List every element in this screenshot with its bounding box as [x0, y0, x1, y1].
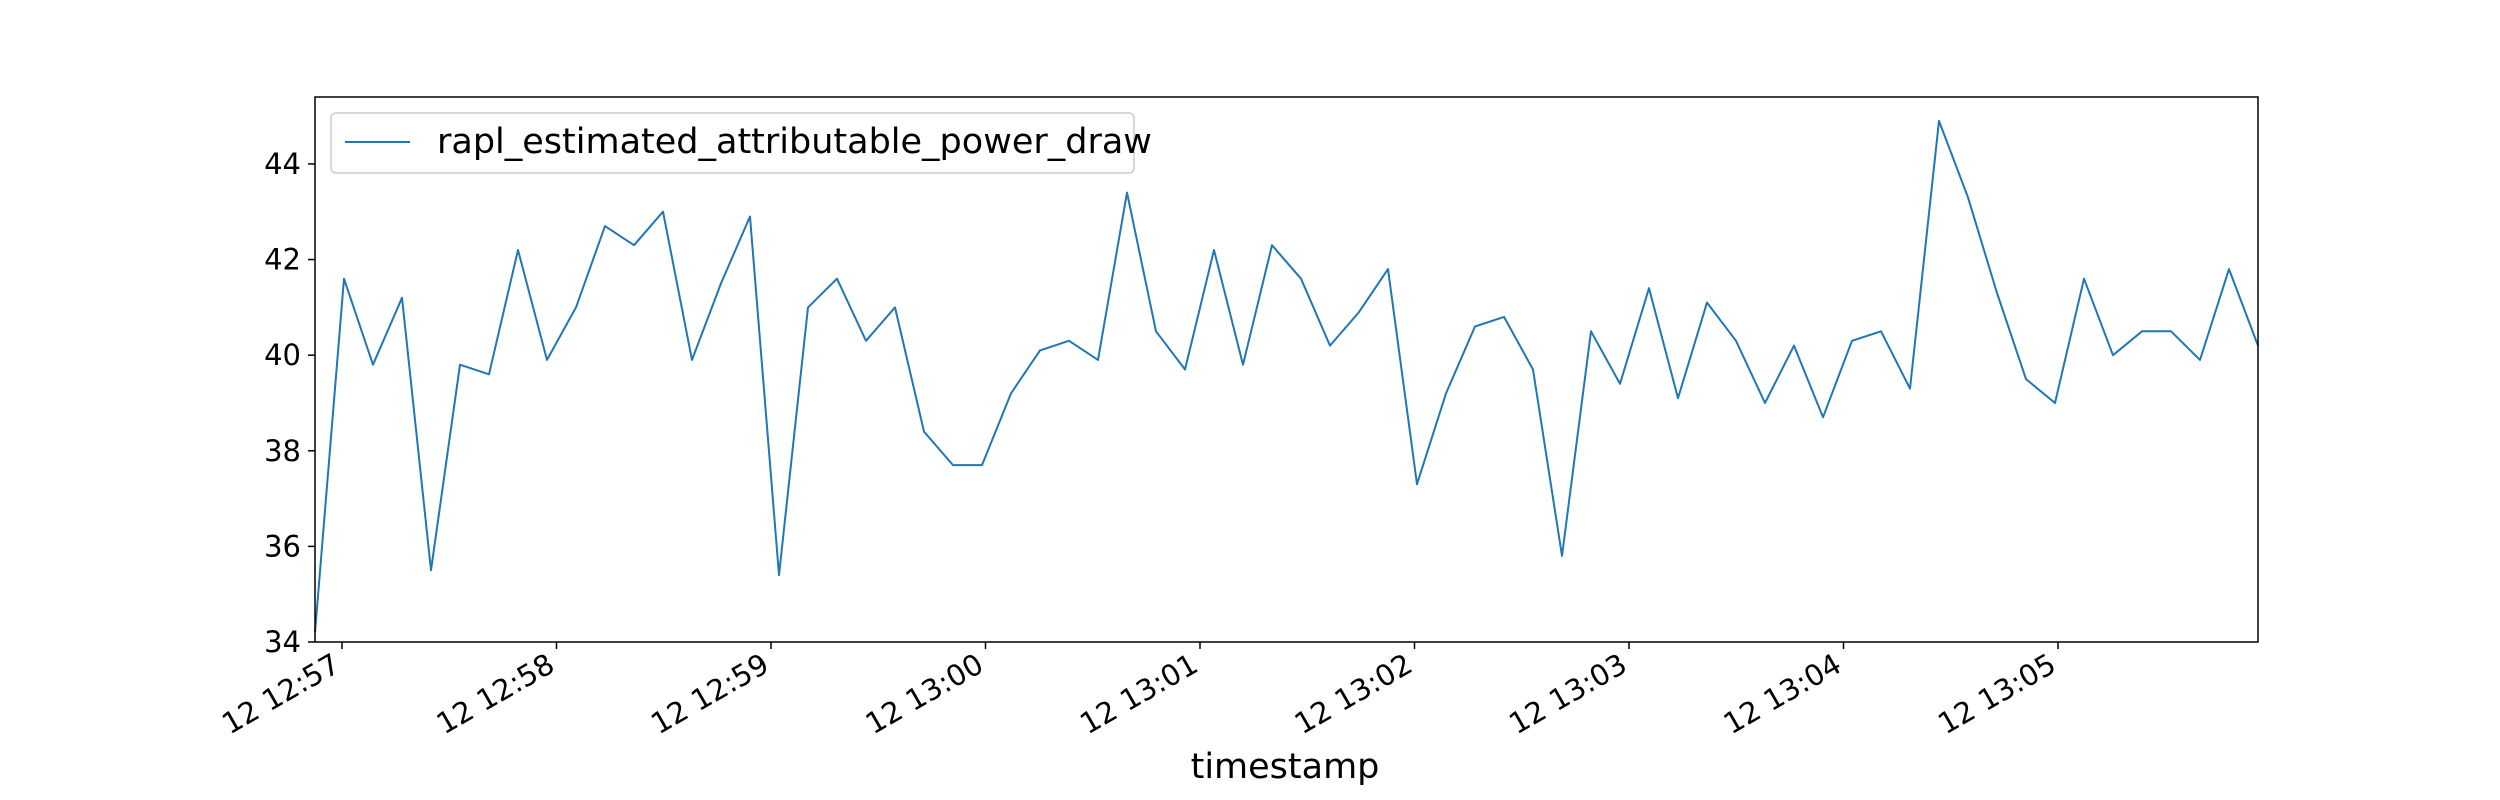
- legend-label: rapl_estimated_attributable_power_draw: [437, 122, 1152, 162]
- y-tick-label: 40: [264, 338, 301, 372]
- y-tick-label: 36: [264, 529, 301, 563]
- plot-frame: [314, 96, 2259, 643]
- legend: rapl_estimated_attributable_power_draw: [330, 112, 1152, 174]
- series-line: [314, 119, 2259, 633]
- y-tick-label: 42: [264, 243, 301, 277]
- y-tick-label: 38: [264, 434, 301, 468]
- y-axis: 34 36 38 40 42 44: [264, 147, 315, 659]
- y-tick-label: 44: [264, 147, 301, 181]
- plot-area: [314, 119, 2259, 633]
- y-tick-label: 34: [264, 625, 301, 659]
- legend-box: [330, 112, 1135, 174]
- x-axis-label: timestamp: [1191, 747, 1380, 787]
